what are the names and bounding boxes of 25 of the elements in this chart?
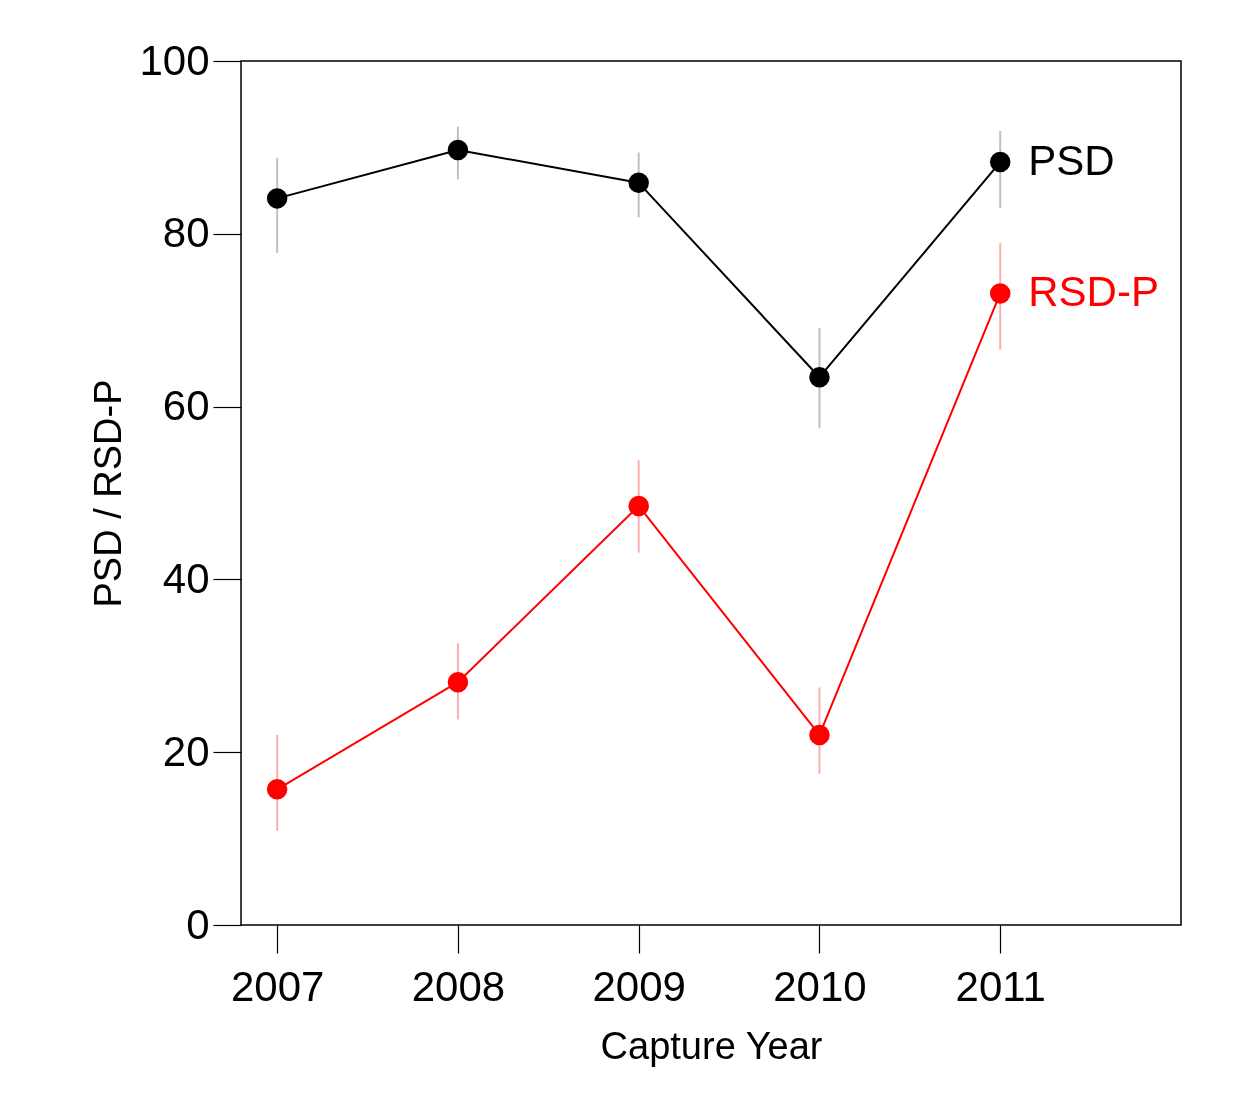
y-tick-label: 0 [186,900,210,948]
point [809,367,830,388]
point [989,283,1011,304]
y-tick-label: 60 [162,382,210,430]
x-tick-label: 2007 [230,962,325,1010]
x-tick-label: 2009 [592,962,686,1010]
x-tick-label: 2010 [773,962,867,1010]
x-axis-title: Capture Year [600,1024,823,1067]
point [266,188,288,209]
x-tick-label: 2011 [955,962,1046,1010]
point [628,172,649,194]
series-label: PSD [1028,137,1115,185]
point [628,495,649,517]
y-tick-label: 20 [162,727,210,775]
point [989,151,1011,173]
y-tick-label: 40 [162,554,210,602]
point [447,139,469,161]
point [809,724,830,746]
y-tick-label: 100 [139,36,210,84]
point [266,779,288,800]
y-axis-title: PSD / RSD-P [87,379,130,608]
x-tick-label: 2008 [411,962,506,1010]
series-label: RSD-P [1028,268,1159,316]
point [447,671,469,693]
y-tick-label: 80 [162,209,210,257]
